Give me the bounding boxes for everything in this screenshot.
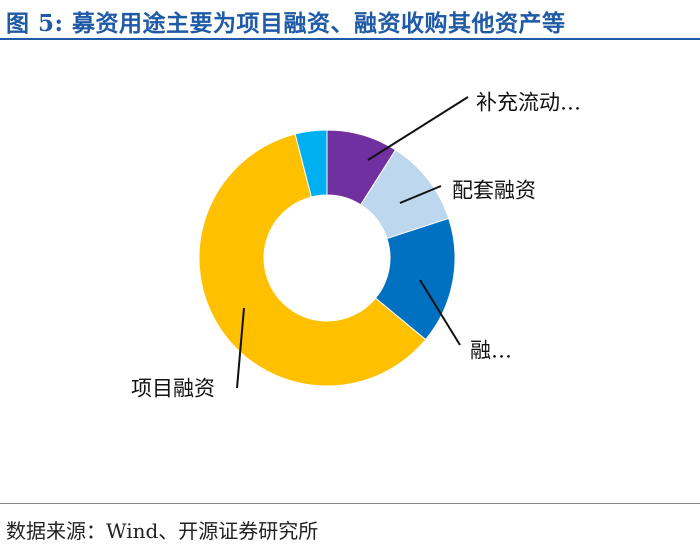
title-bar: 图 5: 募资用途主要为项目融资、融资收购其他资产等 <box>0 0 700 40</box>
donut-slice-4 <box>294 129 328 198</box>
source-divider <box>0 503 700 504</box>
chart-area: 补充流动… 配套融资融… 项目融资 <box>0 40 700 496</box>
leader-line-1 <box>399 185 442 204</box>
donut-slice-3 <box>198 133 427 387</box>
slice-label-2: 融… <box>470 339 512 363</box>
leader-line-0 <box>367 96 469 161</box>
leader-line-3 <box>236 307 245 389</box>
slice-label-0: 补充流动… <box>476 91 581 115</box>
slice-label-3: 项目融资 <box>131 377 215 401</box>
chart-title: 图 5: 募资用途主要为项目融资、融资收购其他资产等 <box>6 10 566 37</box>
leader-line-2 <box>419 279 461 346</box>
slice-label-1: 配套融资 <box>452 179 536 203</box>
source-note: 数据来源：Wind、开源证券研究所 <box>6 519 319 543</box>
